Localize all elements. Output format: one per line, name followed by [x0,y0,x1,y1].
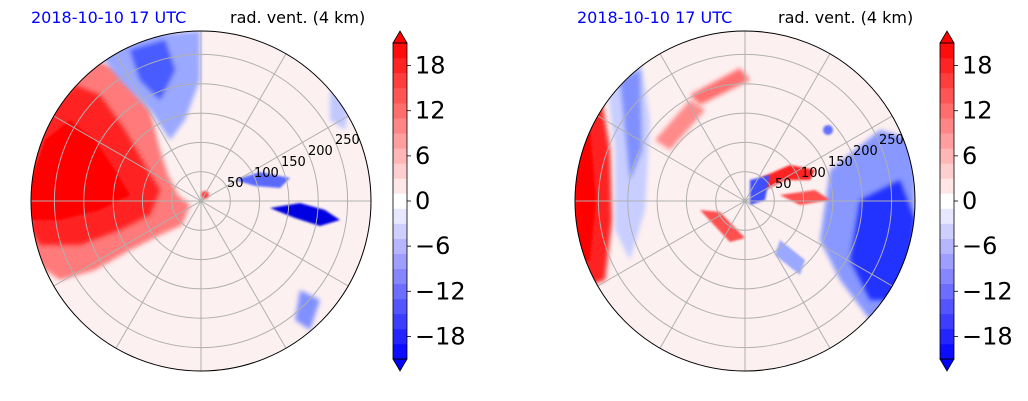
title-right-time: 2018-10-10 17 UTC [577,8,732,27]
colorbar-band [940,328,954,345]
polar-frame-left [30,30,372,372]
title-right-variable: rad. vent. (4 km) [778,8,913,27]
colorbar-band [940,313,954,330]
colorbar-band [393,223,407,239]
radial-label-50: 50 [227,176,244,191]
colorbar-right-extend-max [939,30,955,44]
colorbar-band [940,178,954,194]
colorbar-tick-label: 0 [415,187,430,215]
colorbar-band [393,58,407,74]
radial-label-100: 100 [801,166,826,181]
title-left-time: 2018-10-10 17 UTC [31,8,186,27]
colorbar-band [940,118,954,134]
colorbar-tick-label: −6 [415,232,450,260]
colorbar-tick-label: −18 [415,322,466,350]
colorbar-band [940,148,954,164]
colorbar-band [940,283,954,300]
radial-label-50: 50 [775,177,792,192]
colorbar-band [940,193,954,209]
colorbar-band [393,208,407,224]
colorbar-tick-label: 6 [415,142,430,170]
polar-plot-right: 2018-10-10 17 UTC rad. vent. (4 km) [574,8,1013,372]
colorbar-band [393,268,407,285]
title-left-variable: rad. vent. (4 km) [230,8,365,27]
colorbar-tick-label: 18 [962,52,993,80]
polar-frame-right [574,30,916,372]
colorbar-left-extend-min [392,358,408,372]
colorbar-left: 18 12 6 0 −6 −12 −18 [392,30,466,372]
colorbar-tick-label: 12 [962,97,993,125]
colorbar-band [393,163,407,179]
colorbar-band [940,268,954,285]
colorbar-right-bands [940,43,954,360]
colorbar-band [393,73,407,89]
colorbar-band [940,43,954,59]
polar-grid-right [575,31,915,371]
colorbar-tick-label: 6 [962,142,977,170]
colorbar-band [940,163,954,179]
radial-label-150: 150 [828,155,853,170]
colorbar-band [393,313,407,330]
colorbar-band [393,148,407,164]
radial-labels-right: 50 100 150 200 250 [775,133,904,192]
colorbar-band [393,283,407,300]
colorbar-band [393,178,407,194]
colorbar-band [940,343,954,360]
colorbar-band [393,298,407,315]
colorbar-band [393,193,407,209]
colorbar-band [393,43,407,59]
colorbar-tick-label: −18 [962,322,1013,350]
radial-label-250: 250 [335,133,360,148]
colorbar-band [940,58,954,74]
colorbar-tick-label: −12 [962,277,1013,305]
colorbar-band [393,103,407,119]
colorbar-band [940,133,954,149]
colorbar-tick-label: −12 [415,277,466,305]
polar-grid-left [31,31,371,371]
colorbar-band [940,238,954,254]
colorbar-band [393,238,407,254]
colorbar-tick-label: 12 [415,97,446,125]
colorbar-band [940,223,954,239]
colorbar-band [940,103,954,119]
colorbar-band [393,343,407,360]
colorbar-right-extend-min [939,358,955,372]
radial-label-150: 150 [281,155,306,170]
colorbar-band [393,118,407,134]
colorbar-band [940,73,954,89]
radial-label-250: 250 [879,133,904,148]
radial-label-200: 200 [853,144,878,159]
colorbar-tick-label: −6 [962,232,997,260]
colorbar-left-extend-max [392,30,408,44]
radial-label-200: 200 [308,144,333,159]
colorbar-band [940,298,954,315]
colorbar-tick-label: 18 [415,52,446,80]
colorbar-band [393,88,407,104]
colorbar-tick-label: 0 [962,187,977,215]
colorbar-left-bands [393,43,407,360]
colorbar-right: 18 12 6 0 −6 −12 −18 [939,30,1013,372]
colorbar-band [940,88,954,104]
polar-plot-left: 2018-10-10 17 UTC rad. vent. (4 km) [30,8,466,372]
colorbar-band [940,253,954,270]
colorbar-band [393,328,407,345]
radial-label-100: 100 [254,166,279,181]
colorbar-band [393,133,407,149]
colorbar-band [393,253,407,270]
colorbar-band [940,208,954,224]
radial-labels-left: 50 100 150 200 250 [227,133,360,191]
